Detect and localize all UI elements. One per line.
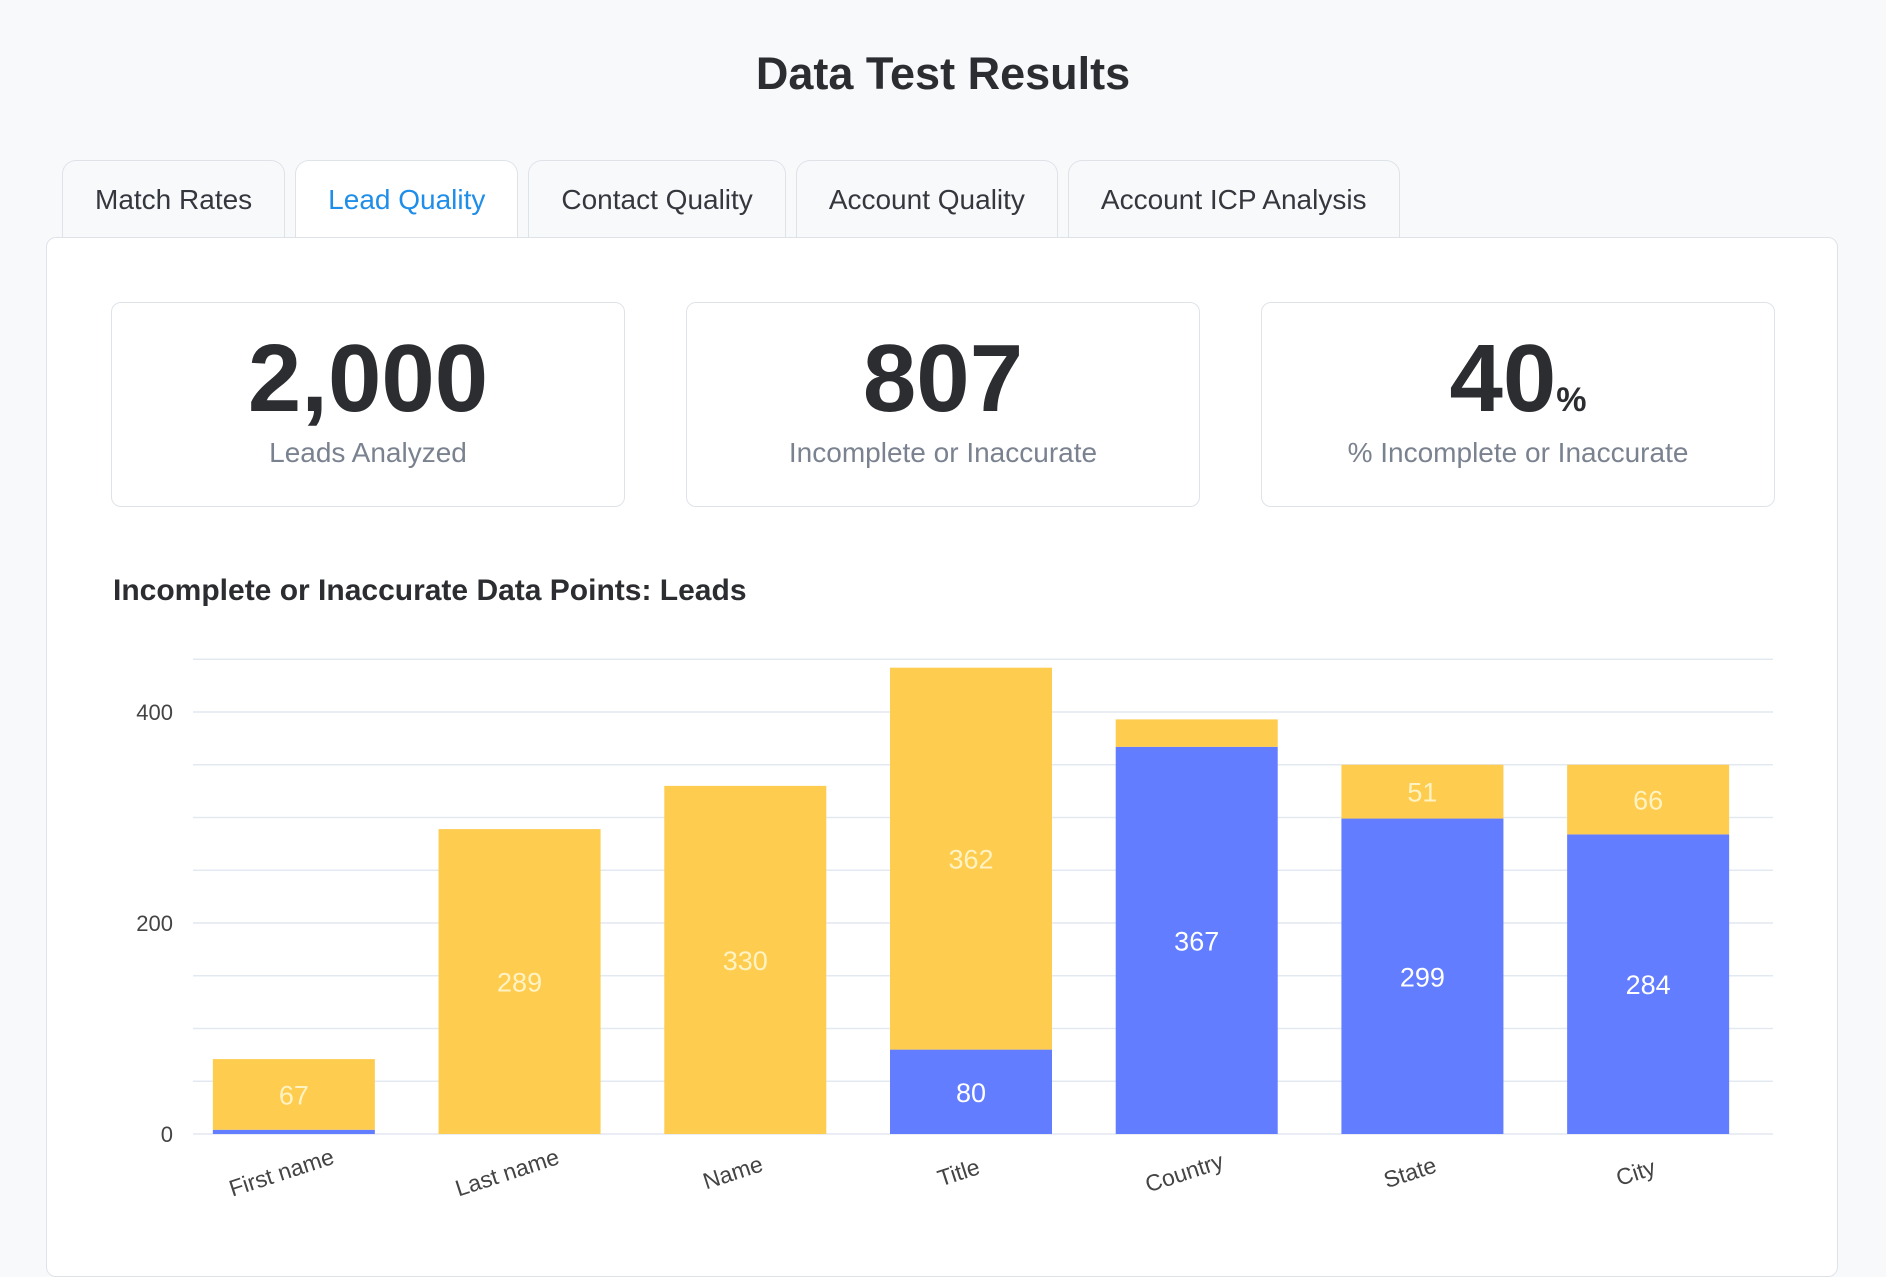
stat-number: 40	[1449, 325, 1557, 432]
bar-segment	[1341, 818, 1504, 1134]
x-category-label: Last name	[452, 1143, 562, 1201]
bar-value-label: 67	[279, 1080, 309, 1110]
stat-unit: %	[1556, 381, 1587, 419]
tab-account-quality[interactable]: Account Quality	[795, 160, 1058, 238]
bar-value-label: 66	[1633, 786, 1663, 816]
bar-value-label: 284	[1626, 970, 1671, 1000]
tab-account-icp-analysis[interactable]: Account ICP Analysis	[1067, 160, 1400, 238]
bar-value-label: 330	[723, 946, 768, 976]
bar-value-label: 362	[948, 845, 993, 875]
stat-value: 2,000	[112, 331, 624, 427]
y-tick-label: 0	[161, 1122, 173, 1147]
bar-value-label: 80	[956, 1078, 986, 1108]
bar-segment	[1567, 834, 1730, 1134]
bar-value-label: 51	[1407, 778, 1437, 808]
stat-value: 807	[687, 331, 1199, 427]
bar-value-label: 299	[1400, 962, 1445, 992]
tab-bar: Match Rates Lead Quality Contact Quality…	[62, 160, 1400, 238]
bar-segment	[212, 1059, 375, 1130]
x-category-label: State	[1380, 1152, 1439, 1193]
stacked-bar-chart: 0 200 400 67 First name 289 Last name 330 Name 80…	[136, 658, 1773, 1202]
stat-label: Leads Analyzed	[269, 437, 467, 468]
x-category-label: Name	[700, 1151, 766, 1195]
x-category-label: City	[1613, 1154, 1659, 1191]
lead-quality-panel: 2,000 Leads Analyzed 807 Incomplete or I…	[46, 237, 1838, 1277]
bar-segment	[1341, 764, 1504, 819]
bar-segment	[438, 829, 601, 1134]
bar-segment	[1567, 764, 1730, 835]
y-tick-label: 200	[136, 911, 173, 936]
tab-match-rates[interactable]: Match Rates	[62, 160, 286, 238]
chart-title: Incomplete or Inaccurate Data Points: Le…	[113, 574, 747, 607]
bar-segment	[1115, 719, 1278, 747]
stat-label: Incomplete or Inaccurate	[788, 437, 1098, 468]
stat-value: 40%	[1262, 331, 1774, 427]
bar-value-label: 289	[497, 968, 542, 998]
x-category-label: Country	[1142, 1147, 1227, 1197]
stat-card-leads-analyzed: 2,000 Leads Analyzed	[111, 302, 625, 507]
stat-label: % Incomplete or Inaccurate	[1347, 437, 1689, 468]
y-tick-label: 400	[136, 700, 173, 725]
page-title: Data Test Results	[755, 48, 1131, 99]
x-category-label: First name	[226, 1143, 337, 1201]
bar-value-label: 367	[1174, 926, 1219, 956]
bar-segment	[890, 1049, 1052, 1134]
bar-segment	[1115, 746, 1278, 1134]
stat-number: 807	[862, 325, 1024, 432]
stat-number: 2,000	[247, 325, 489, 432]
bar-segment	[664, 785, 827, 1134]
stat-card-incomplete: 807 Incomplete or Inaccurate	[686, 302, 1200, 507]
tab-lead-quality[interactable]: Lead Quality	[295, 160, 519, 238]
bar-segment	[212, 1129, 375, 1134]
tab-contact-quality[interactable]: Contact Quality	[528, 160, 786, 238]
bar-segment	[890, 667, 1052, 1050]
x-category-label: Title	[934, 1153, 983, 1191]
stat-card-percent-incomplete: 40% % Incomplete or Inaccurate	[1261, 302, 1775, 507]
